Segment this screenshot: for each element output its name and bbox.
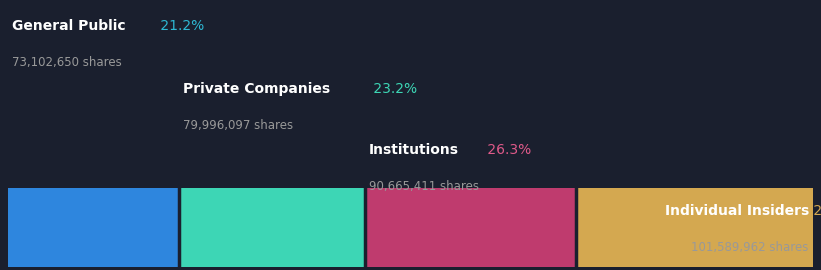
Text: 26.3%: 26.3%	[483, 143, 531, 157]
Text: 101,589,962 shares: 101,589,962 shares	[691, 241, 809, 254]
Text: General Public: General Public	[12, 19, 126, 33]
Bar	[179, 188, 365, 267]
Bar	[365, 188, 576, 267]
Text: 73,102,650 shares: 73,102,650 shares	[12, 56, 122, 69]
Bar	[576, 188, 813, 267]
Text: 21.2%: 21.2%	[156, 19, 204, 33]
Text: Private Companies: Private Companies	[182, 82, 330, 96]
Bar	[8, 188, 179, 267]
Text: 29.4%: 29.4%	[809, 204, 821, 218]
Text: 23.2%: 23.2%	[369, 82, 417, 96]
Text: 79,996,097 shares: 79,996,097 shares	[182, 119, 293, 132]
Text: Individual Insiders: Individual Insiders	[664, 204, 809, 218]
Text: Institutions: Institutions	[369, 143, 459, 157]
Text: 90,665,411 shares: 90,665,411 shares	[369, 180, 479, 193]
